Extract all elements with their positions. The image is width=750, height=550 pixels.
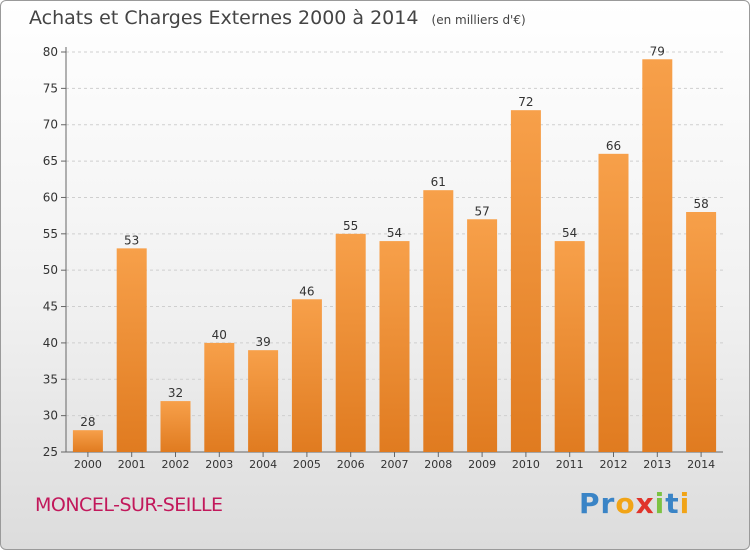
x-tick-label: 2001	[118, 458, 146, 471]
bar	[116, 248, 147, 452]
y-tick-label: 50	[43, 263, 58, 277]
logo-letter: o	[615, 487, 636, 520]
x-tick-label: 2004	[249, 458, 277, 471]
x-tick-label: 2007	[381, 458, 409, 471]
logo-letter: i	[654, 487, 666, 520]
bar	[423, 190, 454, 452]
logo-letter: x	[635, 487, 655, 520]
y-tick-label: 60	[43, 190, 58, 204]
x-tick-label: 2010	[512, 458, 540, 471]
proxiti-logo[interactable]: Proxiti	[579, 487, 690, 520]
bar	[686, 212, 717, 452]
bar	[204, 342, 235, 452]
bar	[510, 110, 541, 452]
x-tick-label: 2008	[424, 458, 452, 471]
city-name: MONCEL-SUR-SEILLE	[35, 494, 223, 516]
bar	[379, 241, 410, 452]
data-label: 54	[387, 226, 402, 240]
bar	[598, 153, 629, 452]
chart-header: Achats et Charges Externes 2000 à 2014 (…	[29, 7, 526, 29]
data-label: 28	[80, 415, 95, 429]
x-tick-label: 2014	[687, 458, 715, 471]
data-label: 55	[343, 219, 358, 233]
data-label: 61	[431, 175, 446, 189]
x-tick-label: 2013	[643, 458, 671, 471]
data-label: 39	[255, 335, 270, 349]
bar	[291, 299, 322, 452]
bars	[72, 59, 717, 452]
data-label: 46	[299, 284, 314, 298]
data-label: 57	[474, 204, 489, 218]
x-tick-label: 2009	[468, 458, 496, 471]
x-tick-label: 2003	[205, 458, 233, 471]
bar	[160, 401, 191, 452]
y-tick-label: 40	[43, 336, 58, 350]
bar	[554, 241, 585, 452]
bar	[642, 59, 673, 452]
data-label: 40	[212, 328, 227, 342]
bar	[248, 350, 279, 452]
chart-title: Achats et Charges Externes 2000 à 2014	[29, 7, 419, 29]
data-label: 54	[562, 226, 577, 240]
y-tick-label: 75	[43, 81, 58, 95]
chart-subtitle: (en milliers d'€)	[431, 13, 526, 27]
y-tick-label: 55	[43, 227, 58, 241]
logo-letter: r	[600, 487, 616, 520]
y-tick-label: 70	[43, 118, 58, 132]
data-label: 79	[650, 44, 665, 58]
y-tick-label: 80	[43, 45, 58, 59]
logo-letter: t	[665, 487, 680, 520]
data-label: 58	[693, 197, 708, 211]
logo-letter: i	[679, 487, 691, 520]
x-tick-label: 2000	[74, 458, 102, 471]
data-label: 72	[518, 95, 533, 109]
x-tick-label: 2005	[293, 458, 321, 471]
bar	[467, 219, 498, 452]
x-tick-label: 2002	[162, 458, 190, 471]
y-tick-label: 65	[43, 154, 58, 168]
y-tick-label: 25	[43, 445, 58, 459]
data-label: 66	[606, 139, 621, 153]
logo-letter: P	[579, 487, 601, 520]
data-label: 53	[124, 233, 139, 247]
data-label: 32	[168, 386, 183, 400]
y-tick-label: 45	[43, 300, 58, 314]
x-tick-label: 2011	[556, 458, 584, 471]
x-tick-label: 2012	[600, 458, 628, 471]
y-tick-label: 30	[43, 409, 58, 423]
labels: 25 30 35 40 45 50 55 60 65 70 75 80 28 2000 53 2001 32 20…	[43, 44, 715, 471]
y-tick-label: 35	[43, 372, 58, 386]
bar	[72, 430, 103, 452]
bar	[335, 233, 366, 452]
x-tick-label: 2006	[337, 458, 365, 471]
